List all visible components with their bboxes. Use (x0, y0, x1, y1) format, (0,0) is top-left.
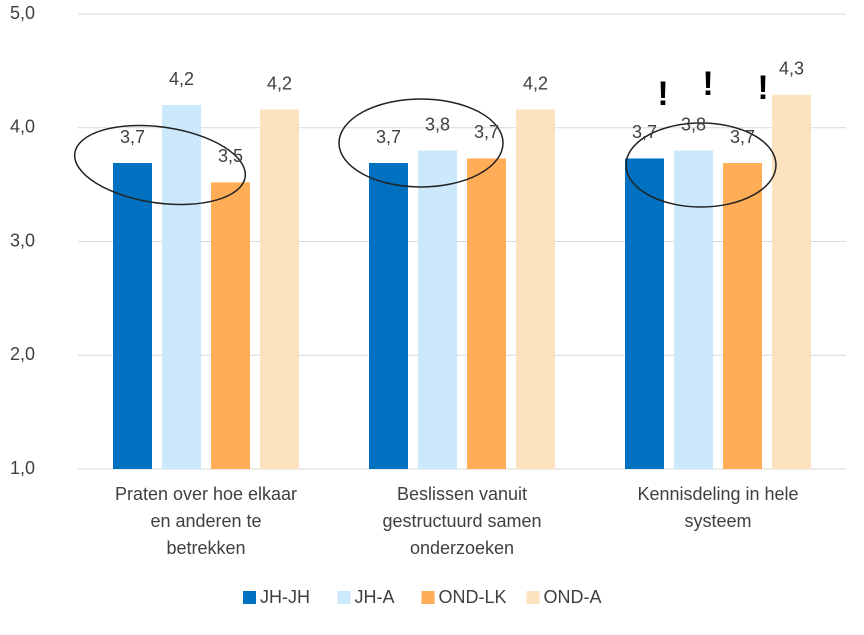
legend-swatch (243, 591, 256, 604)
ellipse (625, 122, 777, 208)
legend-swatch (421, 591, 435, 604)
annotation: ! (757, 69, 768, 107)
ellipse (338, 98, 504, 188)
x-tick-label: systeem (684, 511, 751, 531)
value-label: 3,8 (681, 114, 706, 134)
x-tick-label: betrekken (166, 538, 245, 558)
value-label: 3,7 (376, 127, 401, 147)
y-tick-label: 3,0 (10, 230, 35, 250)
bar (772, 94, 811, 469)
y-tick-label: 1,0 (10, 458, 35, 478)
x-tick-label: en anderen te (150, 511, 261, 531)
bar (418, 150, 457, 469)
value-label: 3,7 (474, 122, 499, 142)
value-label: 3,8 (425, 114, 450, 134)
annotation: ! (702, 65, 713, 103)
legend-label: JH-JH (260, 587, 310, 607)
legend-swatch (337, 591, 351, 604)
legend-label: OND-A (544, 587, 602, 607)
bar (625, 158, 664, 469)
value-label: 4,2 (523, 73, 548, 93)
x-tick-label: Kennisdeling in hele (637, 484, 798, 504)
bar (162, 105, 201, 469)
y-tick-label: 4,0 (10, 117, 35, 137)
bar (674, 150, 713, 469)
value-label: 3,5 (218, 146, 243, 166)
bar (516, 109, 555, 470)
annotation: ! (657, 75, 668, 113)
legend-label: JH-A (355, 587, 395, 607)
x-tick-label: Beslissen vanuit (397, 484, 527, 504)
legend-swatch (526, 591, 540, 604)
legend-label: OND-LK (439, 587, 507, 607)
bar (113, 163, 152, 469)
value-label: 4,3 (779, 59, 804, 79)
x-tick-label: gestructuurd samen (382, 511, 541, 531)
value-label: 4,2 (169, 69, 194, 89)
bar (723, 163, 762, 469)
value-label: 3,7 (632, 122, 657, 142)
value-label: 3,7 (730, 127, 755, 147)
bar (260, 109, 299, 470)
value-label: 4,2 (267, 73, 292, 93)
ellipse (73, 124, 247, 206)
y-tick-label: 5,0 (10, 3, 35, 23)
x-tick-label: onderzoeken (410, 538, 514, 558)
bar (369, 163, 408, 469)
highlight-ellipses (73, 98, 777, 208)
y-tick-label: 2,0 (10, 344, 35, 364)
bar (467, 158, 506, 469)
bars (113, 94, 811, 470)
x-tick-label: Praten over hoe elkaar (115, 484, 297, 504)
value-label: 3,7 (120, 127, 145, 147)
bar (211, 182, 250, 469)
